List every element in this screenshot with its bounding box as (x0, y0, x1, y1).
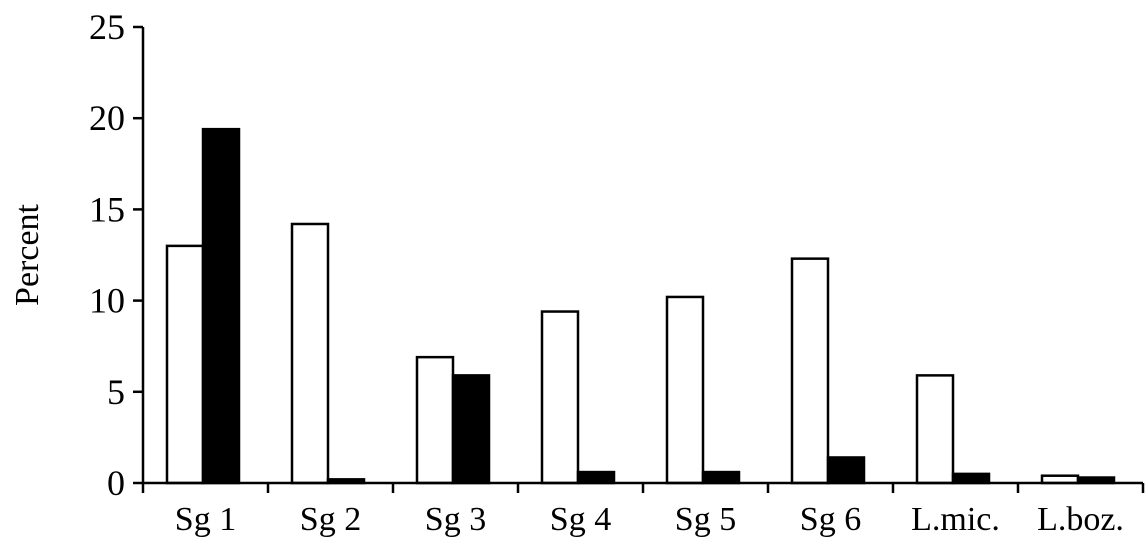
bar-series-2 (451, 374, 491, 485)
bar-series-2 (201, 127, 241, 485)
y-tick-label: 20 (89, 98, 125, 138)
bar-series-2 (951, 472, 991, 485)
y-tick-label: 5 (107, 372, 125, 412)
y-ticks-group: 0 5 10 15 20 25 (89, 7, 143, 503)
y-tick-label: 0 (107, 463, 125, 503)
x-category-label: L.boz. (1037, 501, 1124, 538)
bar-series-1 (415, 355, 455, 485)
bars-group (165, 127, 1116, 485)
y-tick-label: 10 (89, 281, 125, 321)
bar-series-2 (826, 456, 866, 485)
bar-series-2 (576, 470, 616, 485)
bar-series-1 (665, 295, 705, 485)
x-category-label: Sg 3 (425, 501, 486, 538)
bar-series-1 (290, 222, 330, 485)
x-category-label: Sg 1 (175, 501, 236, 538)
x-category-label: L.mic. (911, 501, 1000, 538)
x-category-label: Sg 2 (300, 501, 361, 538)
y-tick-label: 15 (89, 189, 125, 229)
x-category-label: Sg 6 (800, 501, 861, 538)
y-tick-label: 25 (89, 7, 125, 47)
bar-series-1 (165, 244, 205, 485)
x-category-label: Sg 4 (550, 501, 611, 538)
x-category-label: Sg 5 (675, 501, 736, 538)
bar-series-1 (915, 374, 955, 485)
bar-series-2 (701, 470, 741, 485)
y-axis-label: Percent (9, 203, 46, 306)
bar-series-1 (790, 257, 830, 485)
bar-series-1 (540, 310, 580, 485)
x-ticks-group: Sg 1 Sg 2 Sg 3 Sg 4 Sg 5 Sg 6 L.mic. L.boz. (141, 483, 1145, 538)
